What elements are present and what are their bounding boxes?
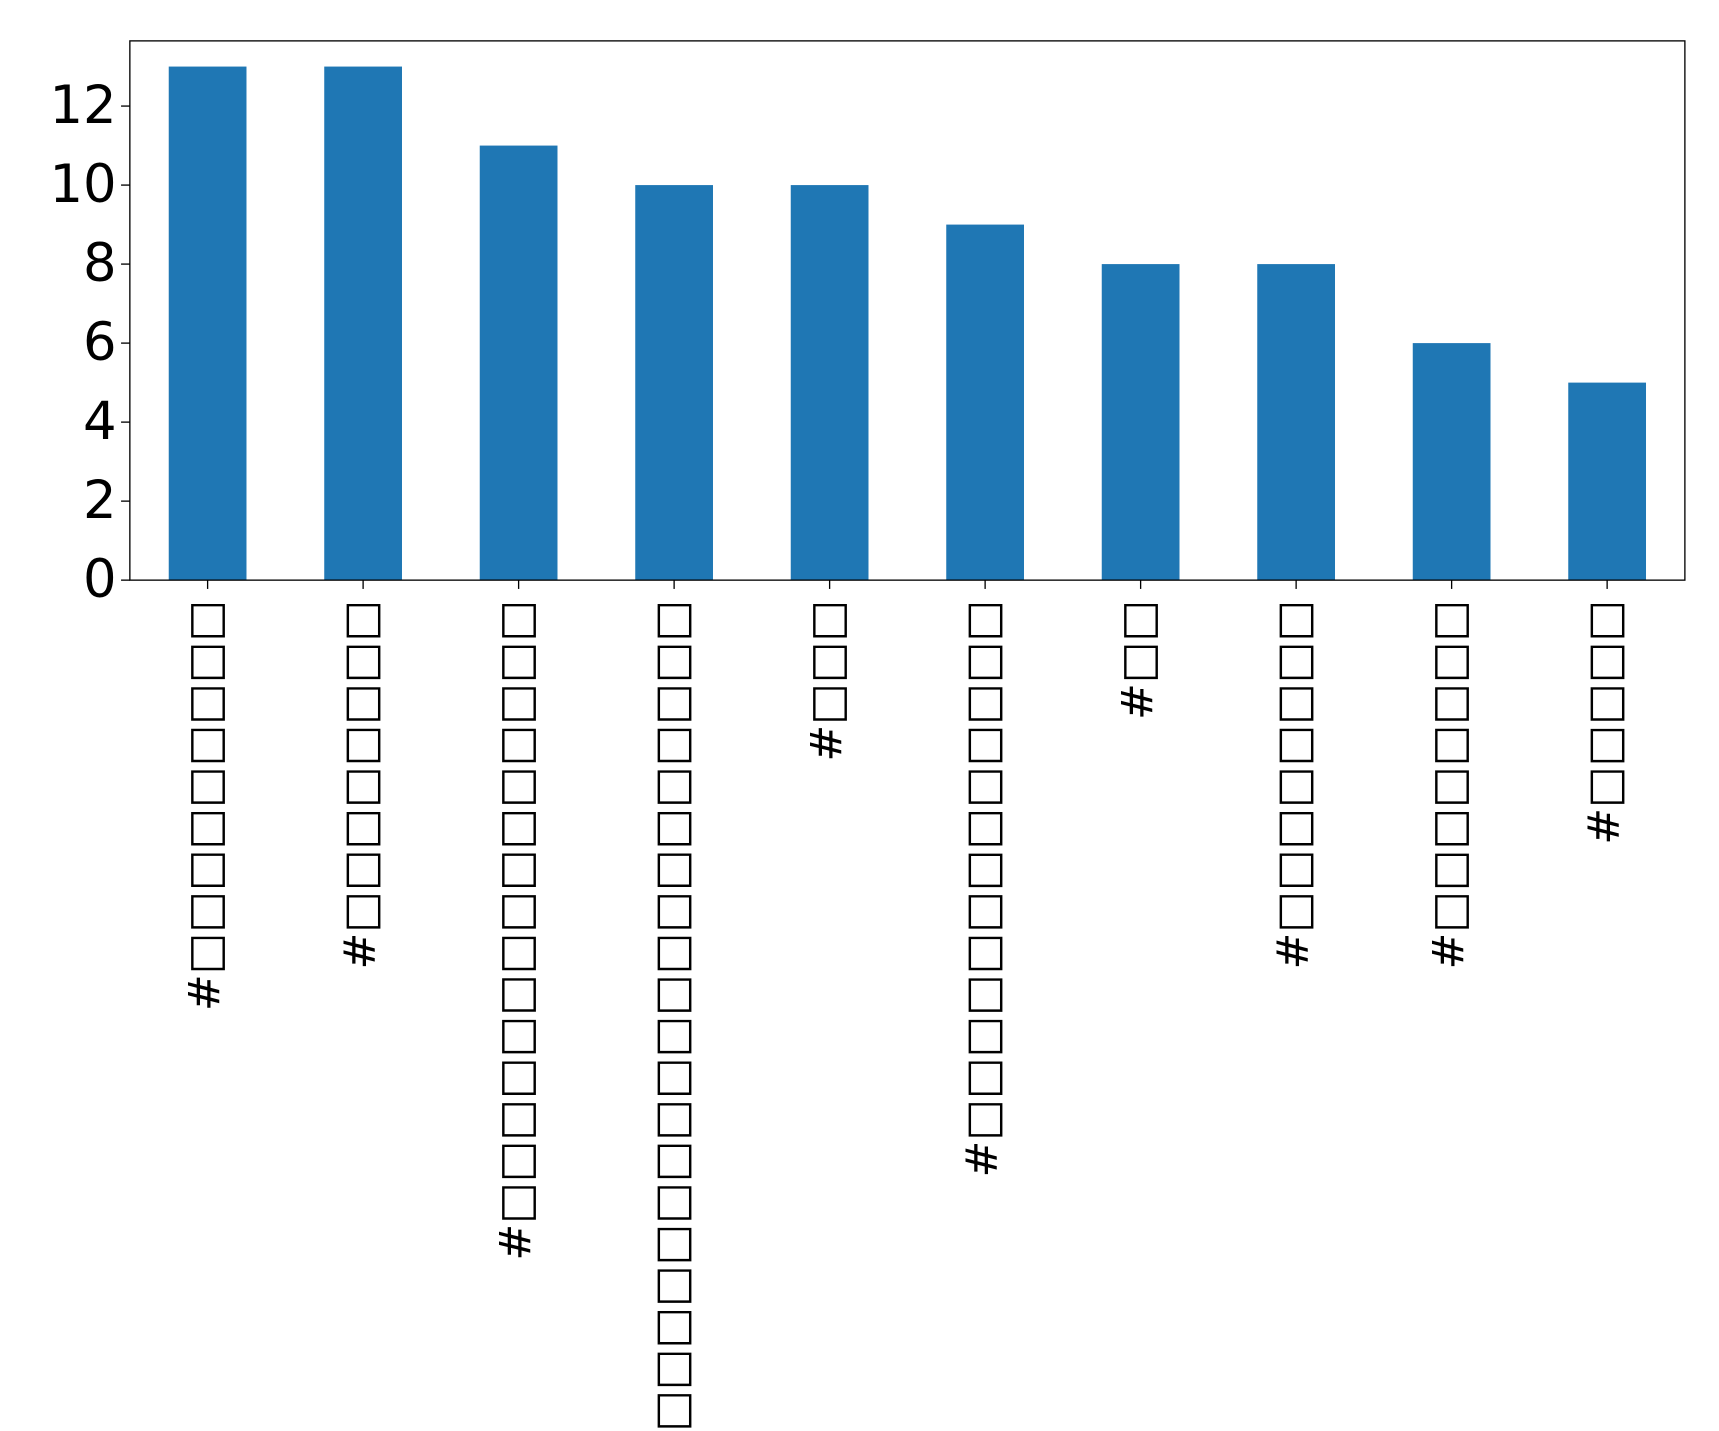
x-tick-label: #□□□□□□□□ <box>335 600 386 970</box>
y-tick-label: 6 <box>83 312 117 373</box>
bar <box>168 66 247 581</box>
x-tick-label: #□□□□□□□□□□□□□□□□□□□□ <box>646 600 697 1431</box>
y-tick-label: 4 <box>83 391 117 452</box>
y-tick-label: 2 <box>83 470 117 531</box>
x-tick-label: #□□□□□ <box>1579 600 1630 845</box>
bar <box>946 224 1024 581</box>
y-tick-label: 12 <box>49 75 116 136</box>
bar <box>635 185 713 581</box>
x-tick-label: #□□□ <box>802 600 853 762</box>
x-tick-label: #□□□□□□□□ <box>1268 600 1319 970</box>
bar <box>1412 343 1491 581</box>
bar <box>479 145 558 581</box>
x-tick-label: #□□□□□□□□□ <box>180 600 231 1011</box>
x-tick-label: #□□□□□□□□ <box>1424 600 1475 970</box>
bar <box>1101 264 1180 581</box>
y-tick-label: 0 <box>83 549 117 610</box>
bar <box>1568 382 1647 581</box>
x-tick-label: #□□□□□□□□□□□□□ <box>957 600 1008 1178</box>
x-tick-label: #□□ <box>1113 600 1164 720</box>
y-tick-label: 8 <box>83 233 117 294</box>
plot-frame <box>129 40 1686 581</box>
bar <box>1257 264 1336 581</box>
x-tick-label: #□□□□□□□□□□□□□□□ <box>491 600 542 1261</box>
bar <box>324 66 402 581</box>
y-tick-label: 10 <box>49 154 116 215</box>
bar <box>790 185 869 581</box>
